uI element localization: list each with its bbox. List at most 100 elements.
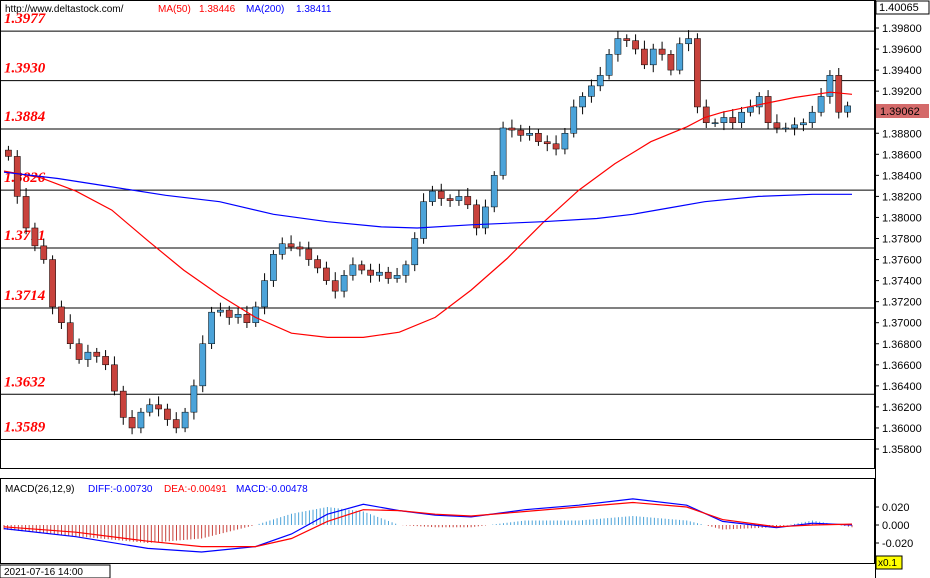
candle-body	[331, 280, 339, 292]
candle-body	[755, 96, 763, 108]
ma50-value: 1.38446	[199, 4, 236, 15]
level-label: 1.3714	[4, 288, 46, 304]
candle-body	[164, 408, 171, 420]
candle-body	[588, 85, 595, 97]
candle-body	[261, 280, 268, 308]
candle-body	[535, 133, 542, 142]
candle-body	[172, 419, 180, 429]
candle-body	[473, 204, 480, 229]
date-label: 2021-07-16 14:00	[4, 567, 83, 578]
candle-body	[526, 133, 533, 136]
candle-body	[234, 314, 242, 318]
candle-body	[658, 48, 666, 55]
macd-tick-label: 0.020	[882, 502, 910, 514]
candle-body	[429, 190, 436, 202]
candle-body	[102, 356, 109, 366]
candle-body	[22, 196, 30, 229]
candle-body	[455, 196, 463, 201]
candle-body	[137, 411, 145, 429]
candle-body	[5, 149, 12, 157]
candle-body	[75, 343, 83, 360]
candle-body	[384, 271, 392, 279]
price-tick-label: 1.35800	[882, 444, 922, 456]
price-axis	[875, 0, 930, 578]
site-label[interactable]: http://www.deltastock.com/	[5, 4, 124, 15]
ma200-line	[3, 171, 852, 229]
candle-body	[393, 275, 401, 279]
candle-body	[800, 122, 807, 126]
macd-axis-ticks: 0.020 0.000 -0.020	[875, 502, 913, 550]
candle-body	[641, 48, 648, 66]
candle-body	[499, 127, 507, 176]
candle-body	[93, 351, 101, 357]
current-price-box	[876, 104, 929, 118]
price-tick-label: 1.36400	[882, 381, 922, 393]
candle-body	[614, 38, 622, 55]
level-label: 1.3771	[4, 228, 45, 244]
candle-body	[128, 417, 136, 429]
candle-body	[817, 96, 825, 113]
candle-body	[782, 127, 790, 130]
last-price-text: 1.40065	[879, 2, 919, 14]
macd-dea-line	[3, 501, 853, 548]
candle-body	[402, 264, 410, 276]
candle-body	[446, 198, 454, 201]
zoom-label[interactable]: x0.1	[878, 558, 897, 569]
candle-body	[376, 271, 383, 276]
price-tick-label: 1.38400	[882, 170, 922, 182]
candle-body	[702, 106, 710, 123]
candle-body	[517, 129, 525, 136]
price-tick-label: 1.37200	[882, 297, 922, 309]
level-label: 1.3589	[4, 420, 46, 436]
macd-histogram-and-lines	[3, 498, 853, 553]
price-tick-label: 1.39600	[882, 44, 922, 56]
candle-body	[155, 404, 162, 410]
price-tick-label: 1.38200	[882, 191, 922, 203]
candle-body	[225, 309, 233, 318]
level-label: 1.3930	[4, 61, 46, 77]
candle-body	[711, 122, 719, 124]
candle-body	[826, 75, 834, 97]
candle-body	[649, 48, 657, 66]
candle-body	[437, 190, 445, 199]
candle-body	[579, 96, 586, 108]
support-resistance-levels: 1.39771.39301.38841.38261.37711.37141.36…	[0, 11, 875, 441]
candle-body	[208, 311, 215, 344]
price-tick-label: 1.39400	[882, 65, 922, 77]
candle-body	[278, 243, 286, 255]
candle-body	[66, 322, 74, 345]
candle-body	[490, 175, 498, 208]
macd-title: MACD(26,12,9)	[5, 484, 74, 495]
price-tick-label: 1.38000	[882, 212, 922, 224]
price-tick-label: 1.39800	[882, 23, 922, 35]
candle-body	[314, 259, 321, 269]
candle-body	[623, 38, 631, 41]
macd-diff: DIFF:-0.00730	[88, 484, 153, 495]
macd-value: MACD:-0.00478	[236, 484, 308, 495]
zoom-box[interactable]	[875, 555, 903, 570]
candle-body	[296, 246, 304, 250]
level-label: 1.3632	[4, 374, 46, 390]
candle-body	[764, 96, 772, 123]
candle-body	[808, 111, 816, 123]
macd-panel-frame	[0, 478, 875, 564]
candle-body	[84, 351, 92, 360]
price-tick-label: 1.36800	[882, 339, 922, 351]
candle-body	[217, 309, 224, 313]
macd-tick-label: 0.000	[882, 520, 910, 532]
candle-body	[482, 206, 489, 229]
candle-body	[464, 196, 472, 206]
candle-body	[270, 254, 277, 281]
candle-body	[676, 43, 684, 71]
candle-body	[31, 227, 39, 247]
ma200-label: MA(200)	[246, 4, 284, 15]
candle-body	[40, 245, 48, 260]
candle-body	[694, 38, 701, 108]
candle-body	[199, 343, 207, 387]
price-tick-label: 1.38600	[882, 149, 922, 161]
candle-body	[243, 314, 251, 323]
price-panel-frame	[0, 0, 875, 469]
candle-body	[667, 54, 675, 71]
